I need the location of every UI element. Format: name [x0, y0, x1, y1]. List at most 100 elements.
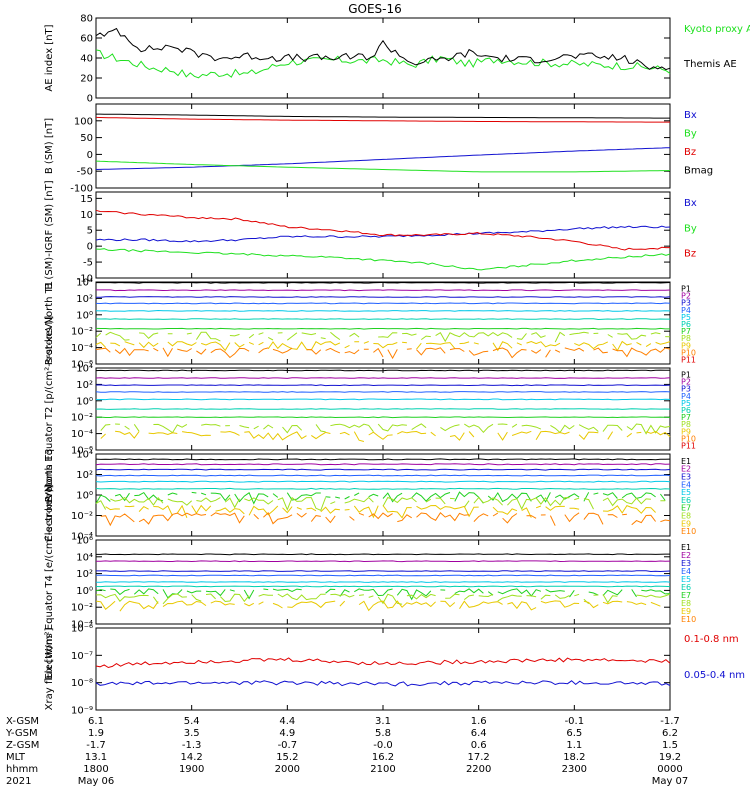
y-tick-label: 10⁻²	[71, 603, 93, 614]
legend-p6: P6	[681, 406, 691, 415]
legend-p2: P2	[681, 378, 691, 387]
channel-line-e1	[95, 458, 671, 461]
legend-p4: P4	[681, 392, 691, 401]
channel-line-p7	[95, 327, 670, 330]
y-tick-label: 10⁰	[76, 310, 93, 321]
y-tick-label: -100	[70, 184, 93, 195]
ephemeris-value: 1.1	[566, 740, 582, 751]
legend-bx: Bx	[684, 110, 697, 121]
ephemeris-value: 15.2	[276, 752, 298, 763]
y-tick-label: 0	[87, 94, 93, 105]
ephemeris-value: 6.2	[662, 728, 678, 739]
legend-e10: E10	[681, 527, 696, 536]
y-tick-label: 100	[74, 116, 93, 127]
legend-kyoto-proxy-ae: Kyoto proxy AE	[684, 24, 750, 35]
panel-frame	[95, 627, 671, 711]
legend-e8: E8	[681, 512, 691, 521]
ephemeris-value: 14.2	[181, 752, 203, 763]
y-tick-label: 10²	[76, 294, 93, 305]
legend-p4: P4	[681, 306, 691, 315]
y-tick-label: 10⁻⁶	[71, 624, 93, 635]
legend-p3: P3	[681, 299, 691, 308]
legend-e5: E5	[681, 575, 691, 584]
channel-line-p5	[95, 309, 671, 312]
legend-themis-ae: Themis AE	[683, 59, 737, 70]
ephemeris-value: 6.4	[471, 728, 487, 739]
y-tick-label: 15	[80, 194, 93, 205]
channel-line-e5	[95, 480, 671, 483]
channel-line-e7	[95, 588, 671, 601]
panel-electrons-north-t3	[95, 453, 671, 537]
y-tick-label: 10⁻⁶	[71, 446, 93, 457]
ephemeris-value: 4.4	[279, 716, 295, 727]
channel-line-p2	[95, 377, 671, 379]
legend-0-05-0-4-nm: 0.05-0.4 nm	[684, 670, 745, 681]
channel-line-p6	[95, 408, 671, 410]
ephemeris-value: 16.2	[372, 752, 394, 763]
panel-b-sm-igrf-sm-	[95, 191, 671, 279]
legend-0-1-0-8-nm: 0.1-0.8 nm	[684, 634, 739, 645]
channel-line-p8	[95, 331, 671, 343]
ephemeris-label-mlt: MLT	[6, 752, 26, 763]
legend-e5: E5	[681, 488, 691, 497]
legend-p6: P6	[681, 320, 691, 329]
legend-e1: E1	[681, 543, 691, 552]
y-tick-label: 50	[80, 133, 93, 144]
y-tick-label: 10⁻⁴	[71, 620, 93, 631]
channel-line-p8	[100, 423, 671, 435]
legend-p11: P11	[681, 441, 696, 450]
ephemeris-value: 1.6	[471, 716, 487, 727]
channel-line-e3	[96, 570, 671, 573]
ephemeris-value: 3.1	[375, 716, 391, 727]
legend-e6: E6	[681, 583, 691, 592]
legend-by: By	[684, 223, 697, 234]
channel-line-e1	[96, 553, 670, 556]
y-tick-label: 10⁻⁴	[71, 532, 93, 543]
legend-e7: E7	[681, 504, 691, 513]
legend-e9: E9	[681, 607, 691, 616]
legend-by: By	[684, 129, 697, 140]
y-axis-label: AE index [nT]	[44, 24, 55, 91]
ephemeris-value: 3.5	[184, 728, 200, 739]
channel-line-e8	[95, 593, 671, 605]
panel-protons-north-t1	[95, 281, 671, 365]
y-tick-label: 10⁻⁶	[71, 360, 93, 371]
legend-p1: P1	[681, 285, 691, 294]
y-tick-label: 10⁻⁸	[71, 678, 93, 689]
ephemeris-value: 1.5	[662, 740, 678, 751]
panel-frame	[95, 17, 671, 99]
y-tick-label: 10⁴	[76, 278, 93, 289]
legend-p8: P8	[681, 420, 691, 429]
ephemeris-value: 13.1	[85, 752, 107, 763]
channel-line-p10	[95, 347, 671, 360]
y-tick-label: 10⁴	[76, 552, 93, 563]
ephemeris-value: 1800	[83, 764, 108, 775]
ephemeris-value: 2300	[562, 764, 587, 775]
y-tick-label: 10⁰	[76, 586, 93, 597]
y-tick-label: 10⁻²	[71, 327, 93, 338]
series-line-bmag	[96, 113, 670, 119]
ephemeris-value: -1.3	[182, 740, 202, 751]
y-axis-label: Xray flux [W/m²]	[44, 628, 55, 711]
legend-p11: P11	[681, 355, 696, 364]
y-tick-label: 10⁻⁷	[71, 651, 93, 662]
figure-title: GOES-16	[348, 2, 402, 16]
y-tick-label: 5	[87, 226, 93, 237]
legend-p9: P9	[681, 427, 691, 436]
panel-electrons-equator-t4	[95, 539, 671, 625]
ephemeris-value: 5.4	[184, 716, 200, 727]
series-line-themis-ae	[95, 27, 671, 71]
series-line-bx	[95, 225, 671, 243]
channel-line-e9	[106, 506, 670, 518]
legend-p5: P5	[681, 399, 691, 408]
channel-line-e3	[95, 468, 671, 471]
y-tick-label: 80	[80, 14, 93, 25]
y-tick-label: 10²	[76, 569, 93, 580]
ephemeris-label-hhmm: hhmm	[6, 764, 38, 775]
legend-p8: P8	[681, 334, 691, 343]
legend-p3: P3	[681, 385, 691, 394]
channel-line-e6	[95, 487, 671, 490]
y-tick-label: 10⁶	[76, 536, 93, 547]
panel-frame	[95, 281, 671, 365]
ephemeris-value: 5.8	[375, 728, 391, 739]
